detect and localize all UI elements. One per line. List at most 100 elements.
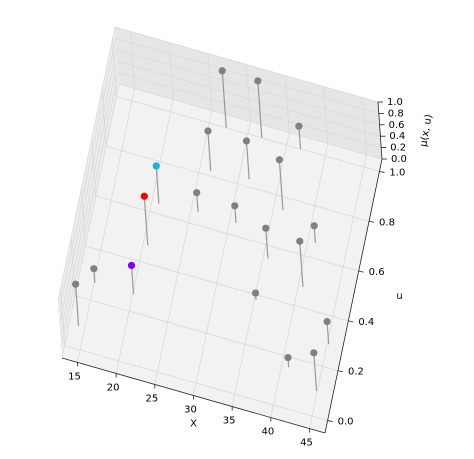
stem-point: [275, 156, 283, 164]
grid-line: [57, 26, 116, 302]
grid-line: [64, 345, 328, 421]
grid-line: [60, 288, 65, 346]
x-axis-label: X: [190, 419, 197, 430]
tick-mark: [379, 171, 385, 173]
z-axis-label: μ(x, u): [418, 113, 435, 147]
stem-point: [152, 162, 160, 170]
tick-mark: [358, 270, 364, 273]
y-tick-label: 0.6: [369, 267, 385, 278]
grid-line: [116, 49, 380, 126]
grid-line: [246, 64, 251, 122]
grid-line: [114, 26, 379, 103]
stem-point: [90, 265, 98, 273]
stem-point: [254, 77, 262, 85]
stem-point: [231, 202, 239, 210]
grid-line: [323, 86, 329, 144]
grid-line: [207, 53, 213, 111]
grid-line: [231, 132, 290, 407]
grid-line: [168, 42, 174, 100]
x-tick-label: 45: [300, 438, 313, 449]
stem-point: [295, 122, 303, 130]
grid-line: [115, 38, 379, 114]
stem: [298, 126, 302, 149]
tick-mark: [348, 320, 354, 323]
stem: [299, 241, 304, 287]
grid-line: [309, 154, 367, 429]
stem-point: [310, 222, 318, 230]
stem: [326, 321, 330, 345]
grid-line: [77, 88, 135, 363]
stem: [155, 165, 160, 204]
stem-point: [72, 280, 80, 288]
grid-line: [95, 195, 359, 272]
grid-line: [112, 39, 117, 97]
tick-mark: [337, 370, 344, 373]
tick-mark: [327, 420, 333, 422]
x-tick-label: 40: [261, 427, 274, 438]
stem-point: [310, 349, 318, 357]
stem: [245, 140, 250, 180]
grid-line: [61, 83, 120, 359]
stem: [278, 159, 284, 210]
z-tick-label: 0.8: [388, 108, 404, 119]
stem-point: [218, 67, 226, 75]
stem-point: [323, 317, 331, 326]
y-axis-label: u: [396, 291, 402, 302]
grid-line: [80, 188, 86, 246]
grid-line: [118, 72, 382, 148]
grid-line: [130, 31, 135, 89]
grid-line: [74, 295, 339, 372]
grid-line: [85, 245, 349, 322]
grid-line: [58, 38, 117, 313]
grid-line: [105, 145, 370, 222]
stem: [313, 352, 318, 392]
y-tick-label: 0.4: [358, 317, 374, 328]
grid-line: [154, 110, 213, 385]
grid-line: [115, 99, 174, 374]
stem-point: [193, 189, 201, 197]
grid-line: [118, 83, 383, 160]
z-tick-label: 0.6: [389, 120, 405, 131]
stem-point: [204, 127, 212, 135]
z-tick-label: 0.2: [390, 143, 406, 154]
stem-point: [262, 224, 270, 232]
x-tick-label: 30: [184, 405, 197, 416]
stem-point: [242, 137, 251, 145]
stem: [207, 130, 212, 171]
z-tick-label: 1.0: [387, 97, 403, 108]
grid-line: [91, 139, 97, 197]
stem-point: [284, 353, 292, 362]
stem: [257, 80, 263, 138]
grid-line: [116, 96, 380, 172]
stem-point: [251, 289, 260, 297]
axis-line: [377, 101, 383, 160]
z-tick-label: 0.0: [391, 154, 407, 165]
stem: [221, 70, 227, 128]
stem: [265, 228, 269, 259]
axis-line: [324, 158, 383, 434]
y-tick-label: 0.0: [338, 417, 354, 428]
stem-point: [127, 261, 136, 270]
x-tick-label: 25: [145, 393, 158, 404]
grid-line: [60, 72, 119, 347]
grid-line: [101, 89, 107, 147]
y-tick-label: 0.2: [348, 367, 364, 378]
grid-line: [59, 49, 117, 324]
grid-line: [117, 60, 381, 137]
x-tick-label: 35: [223, 416, 236, 427]
stem-point: [296, 237, 304, 245]
stem: [143, 196, 149, 246]
stem: [130, 265, 135, 294]
x-tick-label: 20: [107, 382, 120, 393]
tick-mark: [368, 220, 375, 223]
y-tick-label: 0.8: [379, 217, 395, 228]
z-tick-label: 0.4: [389, 131, 405, 142]
grid-line: [270, 143, 329, 418]
x-tick-label: 15: [68, 371, 81, 382]
grid-line: [284, 75, 290, 133]
grid-line: [60, 61, 118, 336]
stem: [75, 284, 80, 326]
grid-line: [193, 121, 251, 396]
grid-line: [362, 97, 367, 155]
